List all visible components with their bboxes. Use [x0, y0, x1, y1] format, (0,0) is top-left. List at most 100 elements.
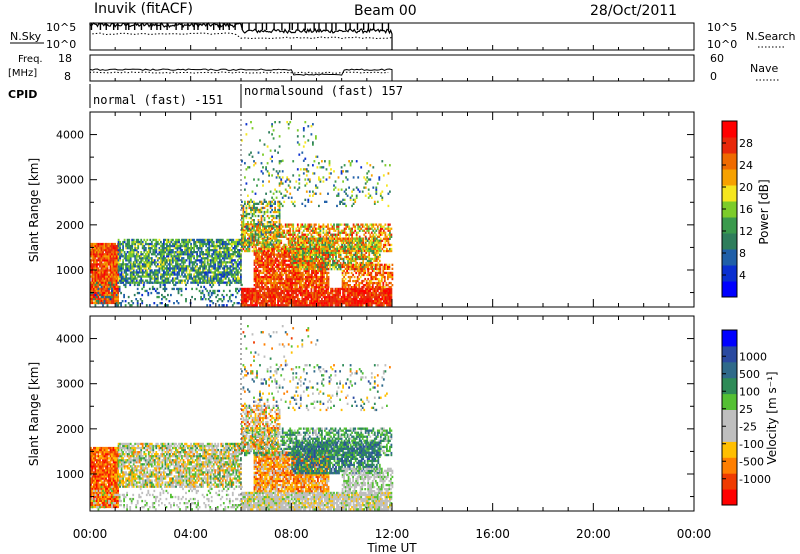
power-cell	[100, 287, 103, 290]
power-cell	[91, 275, 94, 278]
power-cell	[382, 302, 385, 305]
power-cell	[389, 229, 391, 232]
power-cell	[256, 275, 259, 279]
power-cell	[327, 225, 329, 228]
power-cell	[97, 249, 100, 252]
power-cell	[215, 247, 218, 250]
power-cell	[131, 240, 134, 244]
power-cell	[235, 238, 238, 242]
power-cell	[382, 291, 385, 295]
power-cell	[284, 304, 287, 307]
power-cell	[166, 267, 168, 270]
power-cell	[196, 269, 198, 272]
power-cell	[140, 255, 143, 258]
power-cell	[187, 255, 189, 258]
power-cell	[322, 302, 325, 305]
power-cell	[327, 233, 329, 236]
power-cell	[202, 251, 204, 254]
power-cell	[147, 273, 150, 276]
power-cell	[203, 293, 206, 297]
power-cell	[117, 255, 120, 258]
power-cell	[283, 245, 286, 249]
power-cell	[160, 259, 162, 262]
power-cell	[280, 227, 283, 230]
power-cell	[90, 267, 92, 270]
power-cell	[125, 271, 127, 274]
power-cell	[214, 265, 217, 268]
power-cell	[242, 227, 245, 230]
power-cell	[327, 277, 330, 281]
power-cell	[299, 227, 302, 230]
power-cell	[287, 247, 290, 251]
power-cell	[181, 261, 183, 264]
power-cell	[250, 239, 252, 242]
power-cell	[343, 229, 346, 232]
power-cell	[176, 255, 179, 258]
power-cell	[94, 295, 97, 298]
power-cell	[112, 289, 115, 292]
power-cell	[287, 249, 290, 253]
power-cell	[319, 247, 322, 251]
power-cell	[128, 240, 131, 244]
power-cell	[194, 265, 197, 268]
power-cell	[175, 255, 177, 258]
power-cell	[327, 275, 330, 279]
power-cell	[273, 286, 275, 289]
power-cell	[220, 275, 223, 278]
power-cell	[306, 279, 309, 283]
power-cell	[324, 291, 326, 295]
power-cell	[241, 216, 243, 220]
power-cell	[268, 293, 270, 297]
power-cell	[173, 265, 176, 268]
power-cell	[167, 263, 170, 266]
power-cell	[94, 242, 97, 246]
power-cell	[136, 300, 139, 303]
power-cell	[265, 275, 268, 279]
power-cell	[188, 253, 191, 256]
power-cell	[331, 300, 334, 303]
power-cell	[355, 287, 358, 291]
power-cell	[134, 259, 137, 262]
power-cell	[334, 291, 337, 295]
power-cell	[280, 293, 283, 297]
power-cell	[287, 231, 290, 234]
power-cell	[271, 247, 273, 251]
power-cell	[269, 295, 272, 299]
power-cell	[250, 231, 252, 234]
power-cell	[382, 293, 385, 297]
power-cell	[206, 257, 209, 260]
power-cell	[387, 304, 390, 307]
power-cell	[112, 283, 115, 287]
power-cell	[287, 289, 290, 293]
power-cell	[270, 251, 272, 254]
power-cell	[307, 271, 310, 275]
power-cell	[265, 279, 268, 283]
power-cell	[269, 229, 272, 232]
power-cell	[238, 253, 241, 256]
power-cell	[268, 298, 270, 301]
power-cell	[126, 242, 129, 246]
power-cell	[128, 257, 131, 260]
power-cell	[274, 243, 276, 247]
power-cell	[262, 265, 265, 268]
power-cell	[126, 247, 129, 250]
power-cell	[91, 289, 94, 292]
power-cell	[167, 253, 170, 256]
power-cell	[375, 302, 378, 305]
power-cell	[97, 267, 100, 270]
power-cell	[264, 259, 266, 262]
power-cell	[132, 302, 135, 305]
power-cell	[96, 295, 98, 299]
power-cell	[97, 297, 100, 300]
power-cell	[280, 263, 283, 266]
power-cell	[200, 265, 203, 268]
power-cell	[292, 284, 295, 287]
power-cell	[265, 284, 268, 287]
power-cell	[214, 263, 217, 266]
power-cell	[209, 259, 212, 262]
power-cell	[314, 286, 316, 289]
power-cell	[203, 271, 206, 274]
power-cell	[221, 275, 224, 278]
power-cell	[96, 267, 98, 270]
power-cell	[163, 271, 165, 274]
